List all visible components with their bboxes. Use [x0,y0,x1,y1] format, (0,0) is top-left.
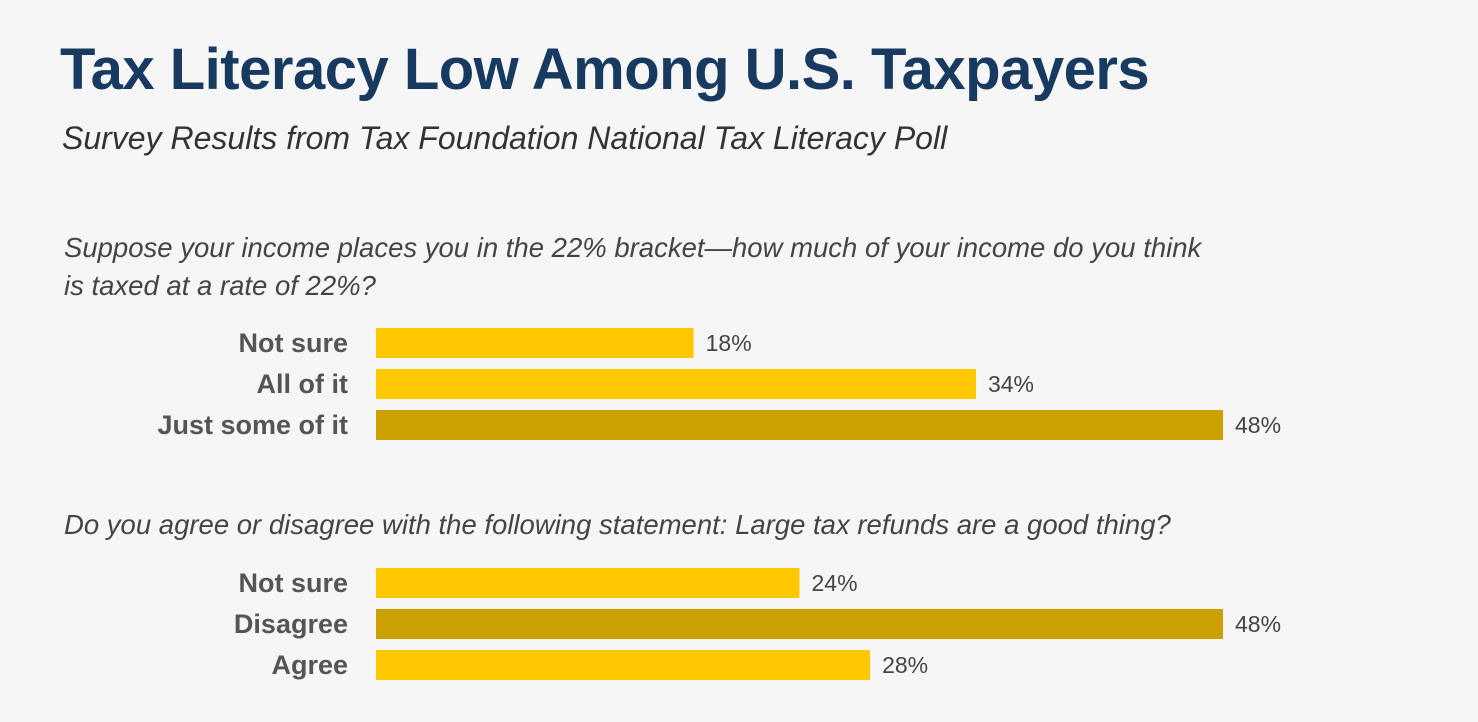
bar-chart-1-svg: Not sure 18% All of it 34% Just some of it 48… [157,328,1281,440]
category-label: Not sure [238,568,348,598]
category-label: Disagree [234,609,348,639]
bar [376,609,1223,639]
value-label: 34% [988,371,1034,397]
bar-chart-question-1: Not sure 18% All of it 34% Just some of it 48… [0,318,1478,450]
question-2-text: Do you agree or disagree with the follow… [64,509,1171,540]
bar-chart-question-2: Not sure 24% Disagree 48% Agree 28% [0,558,1478,690]
category-label: Not sure [238,328,348,358]
chart-subtitle: Survey Results from Tax Foundation Natio… [62,120,948,156]
bar [376,650,871,680]
value-label: 28% [882,652,928,678]
bar [376,410,1223,440]
category-label: Just some of it [157,410,348,440]
bar-chart-2-svg: Not sure 24% Disagree 48% Agree 28% [234,568,1281,680]
bar [376,369,976,399]
bar [376,328,694,358]
value-label: 48% [1235,611,1281,637]
value-label: 18% [706,330,752,356]
chart-title: Tax Literacy Low Among U.S. Taxpayers [60,37,1150,102]
category-label: Agree [271,650,348,680]
value-label: 48% [1235,412,1281,438]
category-label: All of it [257,369,348,399]
question-1-text: Suppose your income places you in the 22… [64,232,1202,301]
bar [376,568,800,598]
value-label: 24% [812,570,858,596]
